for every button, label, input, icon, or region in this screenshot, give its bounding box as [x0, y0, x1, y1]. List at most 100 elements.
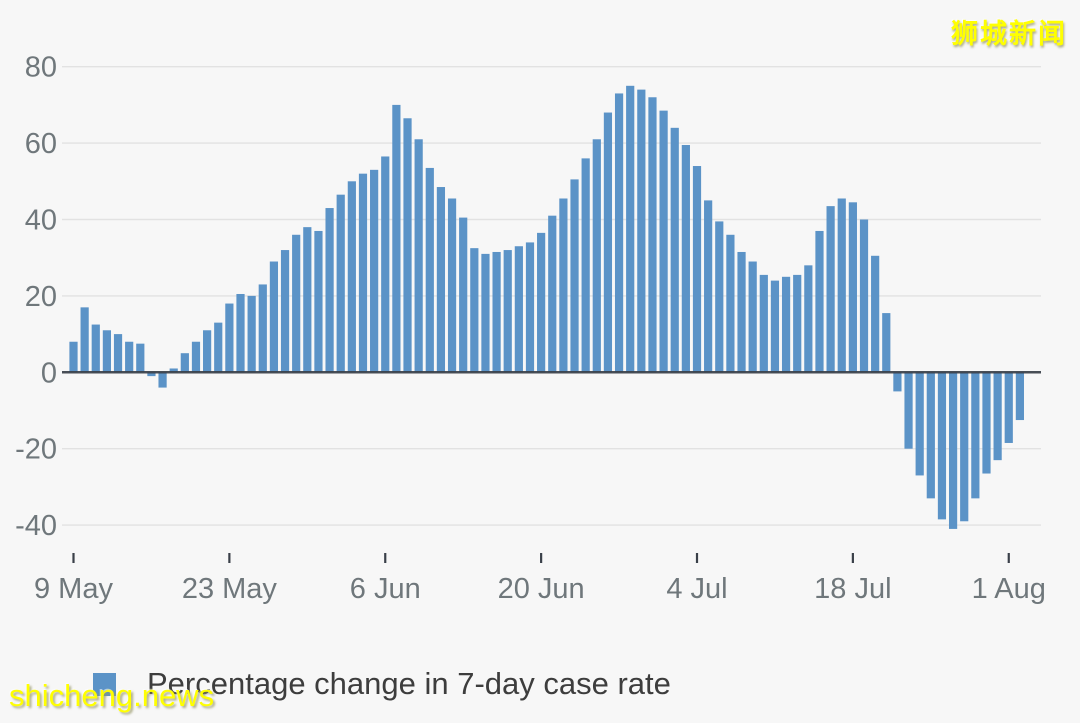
bar: [236, 293, 245, 373]
y-axis-label: 0: [41, 357, 57, 389]
watermark-site-url: shicheng.news: [9, 678, 215, 713]
bar: [180, 353, 189, 373]
bar: [815, 230, 824, 373]
bar: [804, 265, 813, 373]
bar: [147, 372, 156, 377]
bar: [893, 372, 902, 392]
bar: [637, 89, 646, 373]
bar: [837, 198, 846, 373]
x-axis-label: 23 May: [182, 573, 278, 605]
bar: [191, 341, 201, 373]
bar: [381, 156, 390, 373]
bar: [1015, 372, 1024, 421]
bar: [614, 93, 624, 373]
x-axis-label: 18 Jul: [814, 573, 891, 605]
bar: [492, 251, 501, 373]
legend-swatch: [93, 672, 116, 696]
bar: [748, 261, 757, 373]
bar: [971, 372, 980, 499]
bar: [737, 251, 746, 373]
bar: [548, 215, 557, 373]
bar: [882, 313, 891, 373]
bar: [559, 198, 568, 373]
bar: [470, 248, 479, 373]
x-axis-label: 1 Aug: [972, 573, 1046, 605]
y-axis-label: 40: [25, 205, 57, 237]
bar: [759, 274, 768, 373]
bar: [425, 167, 434, 373]
bar: [314, 230, 323, 373]
bar: [136, 343, 145, 373]
bar: [514, 246, 523, 373]
bar: [247, 295, 256, 373]
bar: [269, 261, 279, 373]
bar: [715, 221, 724, 373]
bar: [592, 139, 601, 373]
legend-label: Percentage change in 7-day case rate: [147, 666, 671, 701]
bar: [937, 372, 947, 520]
bar: [525, 242, 535, 373]
bar: [1004, 372, 1013, 443]
bar: [370, 169, 379, 373]
bar: [303, 227, 312, 373]
bar: [258, 284, 267, 373]
bar: [102, 330, 112, 373]
bar: [214, 322, 223, 373]
bar: [659, 110, 668, 373]
y-axis-label: 20: [25, 281, 57, 313]
bar: [91, 324, 100, 373]
bar: [459, 217, 468, 373]
bar: [169, 368, 178, 373]
x-axis-label: 20 Jun: [498, 573, 585, 605]
bar: [481, 253, 490, 373]
bar: [648, 97, 657, 373]
bar: [414, 139, 423, 373]
bar: [125, 341, 134, 373]
bar: [826, 206, 835, 373]
bar: [325, 208, 334, 373]
bar: [948, 372, 958, 529]
bar: [993, 372, 1002, 461]
bar: [581, 158, 590, 373]
bar: [926, 372, 935, 499]
bar: [503, 250, 512, 373]
bar: [537, 232, 546, 373]
x-axis-label: 4 Jul: [666, 573, 727, 605]
bar: [225, 303, 234, 373]
y-axis-label: 60: [25, 128, 57, 160]
x-axis-label: 6 Jun: [350, 573, 421, 605]
bar: [403, 118, 412, 373]
bar: [603, 112, 613, 373]
bar: [793, 274, 802, 373]
bar: [158, 372, 167, 388]
bar: [626, 85, 635, 373]
bar: [704, 200, 713, 373]
bar: [681, 145, 690, 373]
bar: [960, 372, 969, 522]
bar: [859, 219, 869, 373]
y-axis-label: -40: [15, 510, 57, 542]
watermark-site-name-cn: 狮城新闻: [951, 19, 1067, 49]
bar: [726, 234, 735, 373]
bar: [358, 173, 368, 373]
bar: [80, 307, 89, 373]
bar: [347, 181, 356, 373]
bar: [904, 372, 913, 449]
bar: [848, 202, 857, 373]
bar: [781, 276, 791, 373]
bar: [392, 104, 401, 373]
bar: [871, 255, 880, 373]
bar: [570, 179, 579, 373]
bar: [436, 187, 446, 373]
bar: [280, 250, 290, 373]
y-axis-label: -20: [15, 434, 57, 466]
bar: [770, 280, 780, 373]
x-axis-label: 9 May: [34, 573, 113, 605]
bar-chart-canvas: -40 -20 0 20 40 60 80 9 May 23 May 6 Jun 20 Jun 4 J…: [15, 52, 1046, 605]
chart-legend: Percentage change in 7-day case rate: [93, 666, 671, 702]
bar: [982, 372, 991, 474]
bar: [336, 194, 345, 373]
bar: [447, 198, 457, 373]
bar: [670, 127, 679, 373]
